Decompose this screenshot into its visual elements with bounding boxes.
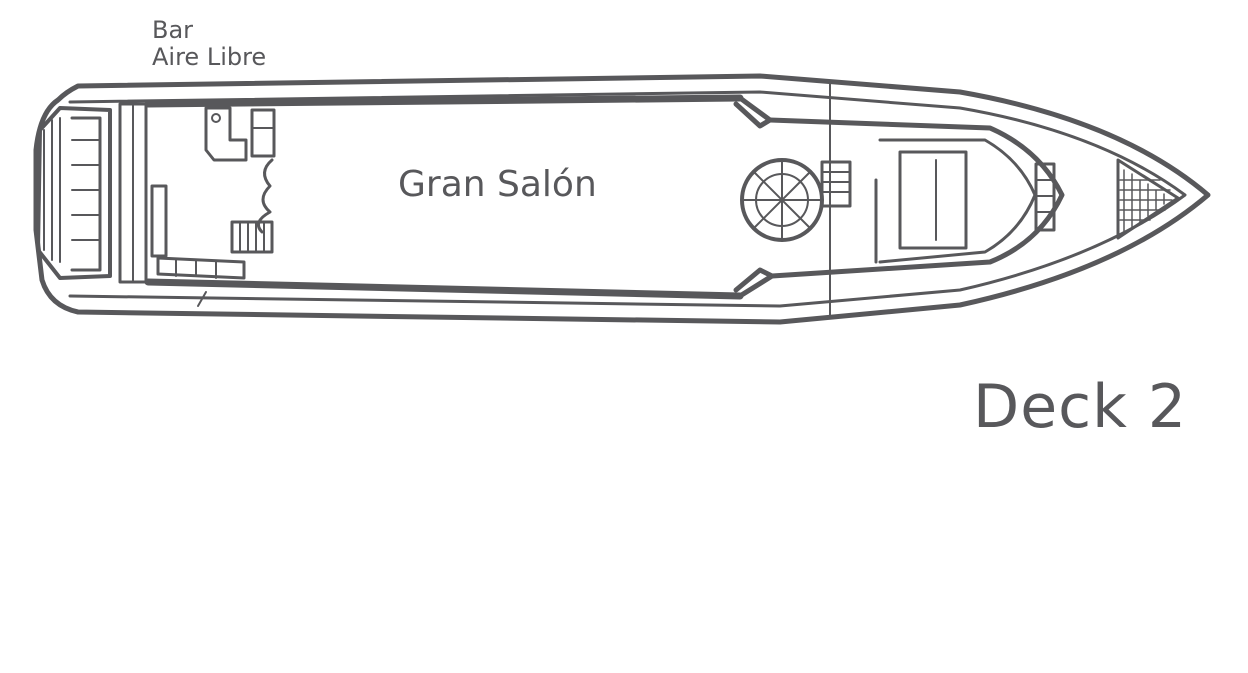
salon-wall-bottom (144, 278, 744, 300)
forward-hatch (898, 150, 968, 250)
salon-corner-bottom (733, 267, 775, 299)
bar-label-line2: Aire Libre (152, 43, 267, 71)
bar-fridge (250, 108, 276, 158)
bar-label-line1: Bar (152, 16, 194, 44)
bar-counter (204, 106, 248, 162)
stern-outline (36, 106, 112, 280)
hull-inner-line (68, 90, 1187, 308)
aft-bench (150, 184, 246, 280)
salon-corner-top (733, 95, 773, 129)
forward-deck-outline (767, 117, 1065, 279)
bar-stools (230, 220, 274, 254)
forward-deck-inner (878, 138, 1037, 264)
hull-outline (33, 73, 1211, 325)
deck-title: Deck 2 (973, 372, 1188, 442)
stern-seats (70, 116, 102, 272)
salon-wall-top (144, 94, 744, 108)
bar-aire-libre-label: Bar Aire Libre (152, 17, 266, 71)
stair-steps (820, 160, 852, 208)
bow-grid (1116, 158, 1180, 240)
gran-salon-label: Gran Salón (398, 164, 597, 205)
